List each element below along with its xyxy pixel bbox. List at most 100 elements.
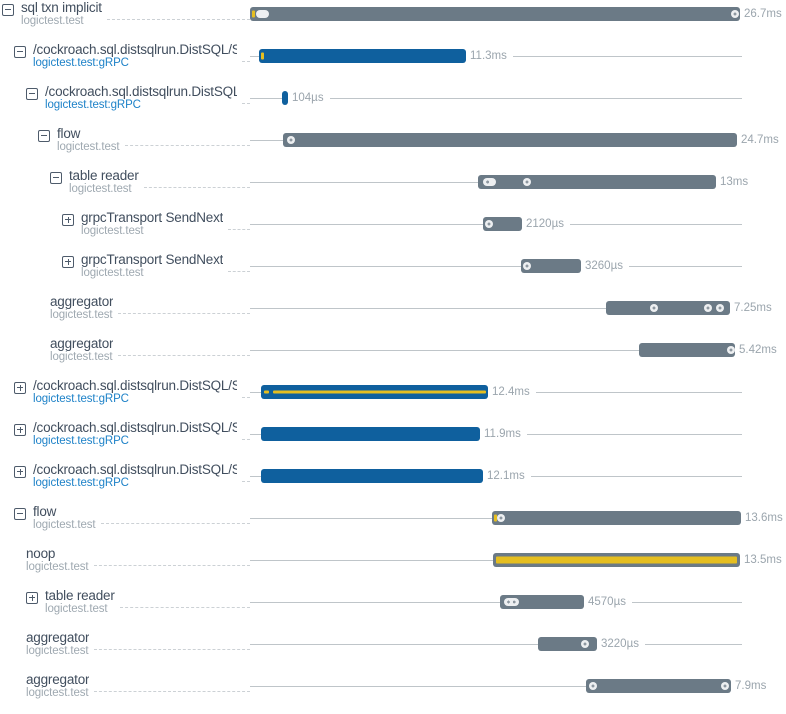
span-timeline: 5.42ms xyxy=(250,343,777,357)
span-label-area: flow logictest.test xyxy=(2,126,250,154)
span-bar[interactable] xyxy=(283,133,737,147)
expand-toggle-icon[interactable] xyxy=(62,255,74,268)
expand-toggle-icon[interactable] xyxy=(14,423,26,436)
span-timeline: 13.6ms xyxy=(250,511,783,525)
span-timeline: 3260µs xyxy=(250,259,742,273)
expand-toggle-icon[interactable] xyxy=(14,465,26,478)
span-name: /cockroach.sql.distsqlrun.DistSQL/SetupF… xyxy=(33,462,237,477)
expand-toggle-icon[interactable] xyxy=(14,381,26,394)
span-duration: 24.7ms xyxy=(741,134,779,146)
span-source: logictest.test xyxy=(69,183,132,195)
span-source: logictest.test xyxy=(81,267,144,279)
expand-toggle-icon[interactable] xyxy=(14,45,26,58)
span-bar[interactable] xyxy=(538,637,597,651)
expand-toggle-icon[interactable] xyxy=(62,213,74,226)
expand-toggle-icon[interactable] xyxy=(50,171,62,184)
span-timeline: 12.4ms xyxy=(250,385,742,399)
event-marker[interactable] xyxy=(523,178,531,186)
timeline-line-right xyxy=(329,97,742,99)
event-marker[interactable] xyxy=(727,346,735,354)
span-labels: noop logictest.test xyxy=(26,546,89,574)
event-marker[interactable] xyxy=(497,514,505,522)
span-bar[interactable] xyxy=(492,511,741,525)
span-bar[interactable] xyxy=(261,469,483,483)
span-name: flow xyxy=(33,504,57,519)
span-labels: aggregator logictest.test xyxy=(26,630,89,658)
span-bar[interactable] xyxy=(606,301,730,315)
timeline-line-left xyxy=(250,55,259,57)
expand-toggle-icon[interactable] xyxy=(14,507,26,520)
span-source: logictest.test xyxy=(26,561,89,573)
span-bar[interactable] xyxy=(282,91,288,105)
span-duration: 13.6ms xyxy=(745,512,783,524)
span-timeline: 12.1ms xyxy=(250,469,742,483)
event-marker[interactable] xyxy=(523,262,531,270)
timeline-line-right xyxy=(530,475,742,477)
timeline-line-right xyxy=(644,643,742,645)
span-bar[interactable] xyxy=(478,175,716,189)
span-bar[interactable] xyxy=(259,49,466,63)
leader-dashed-line xyxy=(228,270,250,272)
event-marker[interactable] xyxy=(731,10,739,18)
span-label-area: table reader logictest.test xyxy=(2,168,250,196)
event-marker[interactable] xyxy=(716,304,724,312)
span-label-area: /cockroach.sql.distsqlrun.DistSQL/SetupF… xyxy=(2,420,250,448)
span-bar[interactable] xyxy=(493,553,740,567)
span-source: logictest.test xyxy=(81,225,144,237)
expand-toggle-icon[interactable] xyxy=(2,3,14,16)
span-labels: aggregator logictest.test xyxy=(50,336,113,364)
leader-dashed-line xyxy=(242,480,250,482)
span-label-area: grpcTransport SendNext logictest.test xyxy=(2,252,250,280)
span-bar[interactable] xyxy=(483,217,522,231)
span-name: /cockroach.sql.distsqlrun.DistSQL/SetupF… xyxy=(33,420,237,435)
span-labels: aggregator logictest.test xyxy=(50,294,113,322)
span-duration: 26.7ms xyxy=(744,8,782,20)
event-marker[interactable] xyxy=(589,682,597,690)
span-bar[interactable] xyxy=(261,385,488,399)
span-bar[interactable] xyxy=(586,679,731,693)
span-duration: 3220µs xyxy=(601,638,639,650)
event-marker[interactable] xyxy=(256,10,269,18)
span-label-area: /cockroach.sql.distsqlrun.DistSQL/SetupF… xyxy=(2,84,250,112)
timeline-line-left xyxy=(250,517,492,519)
expand-toggle-icon[interactable] xyxy=(26,591,38,604)
span-bar[interactable] xyxy=(639,343,735,357)
event-marker[interactable] xyxy=(581,640,589,648)
span-labels: flow logictest.test xyxy=(33,504,96,532)
trace-row: /cockroach.sql.distsqlrun.DistSQL/SetupF… xyxy=(2,413,786,455)
yellow-tick-marker[interactable] xyxy=(494,514,497,522)
span-bar[interactable] xyxy=(261,427,480,441)
leader-dashed-line xyxy=(242,438,250,440)
expand-toggle-icon[interactable] xyxy=(26,87,38,100)
trace-row: aggregator logictest.test 3220µs xyxy=(2,623,786,665)
event-marker[interactable] xyxy=(721,682,729,690)
expand-toggle-icon[interactable] xyxy=(38,129,50,142)
timeline-line-left xyxy=(250,139,283,141)
yellow-tick-marker[interactable] xyxy=(261,52,264,60)
span-bar[interactable] xyxy=(250,7,740,21)
event-marker[interactable] xyxy=(287,136,295,144)
trace-row: table reader logictest.test 4570µs xyxy=(2,581,786,623)
trace-row: noop logictest.test 13.5ms xyxy=(2,539,786,581)
event-marker[interactable] xyxy=(650,304,658,312)
leader-dashed-line xyxy=(94,690,250,692)
span-label-area: /cockroach.sql.distsqlrun.DistSQL/SetupF… xyxy=(2,462,250,490)
span-name: grpcTransport SendNext xyxy=(81,210,224,225)
span-source: logictest.test xyxy=(26,645,89,657)
event-marker[interactable] xyxy=(704,304,712,312)
span-timeline: 4570µs xyxy=(250,595,742,609)
span-duration: 4570µs xyxy=(588,596,626,608)
event-marker[interactable] xyxy=(483,178,496,186)
span-label-area: flow logictest.test xyxy=(2,504,250,532)
event-marker[interactable] xyxy=(504,598,519,606)
yellow-tick-marker[interactable] xyxy=(252,10,255,18)
trace-row: aggregator logictest.test 5.42ms xyxy=(2,329,786,371)
event-marker[interactable] xyxy=(485,220,493,228)
span-timeline: 13ms xyxy=(250,175,748,189)
span-labels: /cockroach.sql.distsqlrun.DistSQL/SetupF… xyxy=(33,420,237,448)
span-bar[interactable] xyxy=(500,595,584,609)
leader-dashed-line xyxy=(143,186,250,188)
span-label-area: table reader logictest.test xyxy=(2,588,250,616)
span-bar[interactable] xyxy=(521,259,581,273)
